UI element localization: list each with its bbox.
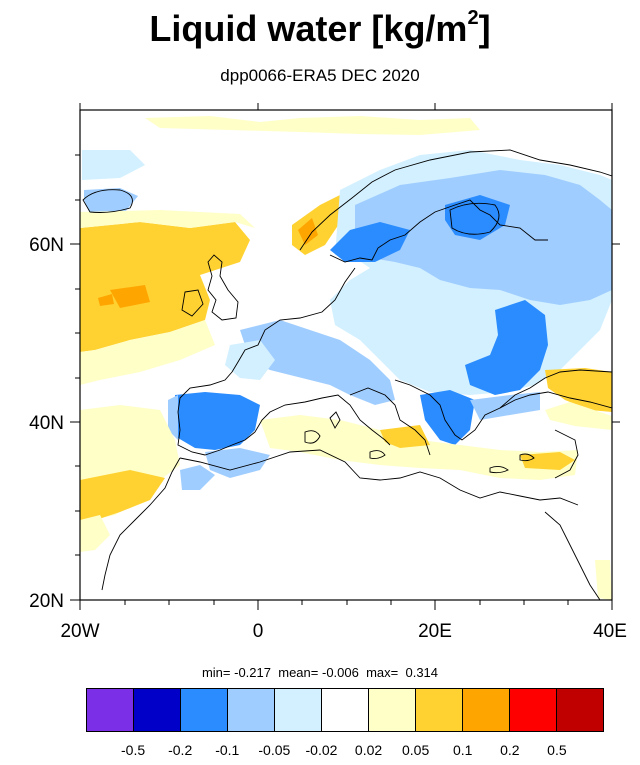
- colorbar-tick-label: -0.1: [215, 742, 240, 758]
- colorbar: [86, 688, 604, 732]
- title-text: Liquid water [kg/m: [149, 8, 468, 49]
- colorbar-tick-label: 0.05: [402, 742, 430, 758]
- colorbar-tick-label: 0.1: [452, 742, 473, 758]
- stat-min-label: min=: [201, 665, 231, 680]
- colorbar-tick-label: -0.05: [258, 742, 291, 758]
- colorbar-box: [275, 689, 322, 731]
- map-frame: [79, 109, 613, 601]
- stat-mean: -0.006: [321, 665, 359, 680]
- title-superscript: 2: [467, 7, 479, 29]
- axis-labels: 20W 0 20E 40E 60N 40N 20N: [29, 235, 627, 640]
- colorbar-box: [87, 689, 134, 731]
- colorbar-box: [322, 689, 369, 731]
- colorbar-box: [463, 689, 510, 731]
- colorbar-box: [369, 689, 416, 731]
- colorbar-box: [416, 689, 463, 731]
- map-panel: 20W 0 20E 40E 60N 40N 20N: [29, 103, 627, 640]
- plot-title: Liquid water [kg/m2]: [0, 7, 640, 50]
- stat-mean-label: mean=: [278, 665, 319, 680]
- y-tick-label: 60N: [29, 235, 64, 256]
- stat-max-label: max=: [366, 665, 399, 680]
- x-tick-label: 0: [253, 621, 264, 640]
- x-tick-label: 20W: [60, 621, 99, 640]
- colorbar-tick-label: -0.02: [305, 742, 338, 758]
- tick-marks: [70, 103, 620, 610]
- colorbar-box: [557, 689, 603, 731]
- stat-min: -0.217: [234, 665, 271, 680]
- colorbar-box: [228, 689, 275, 731]
- y-tick-label: 40N: [29, 413, 64, 434]
- colorbar-tick-labels: -0.5 -0.2 -0.1 -0.05 -0.02 0.02 0.05 0.1 0.2 0.5: [86, 742, 604, 762]
- stat-max: 0.314: [405, 665, 439, 680]
- y-tick-label: 20N: [29, 591, 64, 612]
- colorbar-tick-label: -0.2: [168, 742, 193, 758]
- coastlines: [82, 149, 612, 600]
- x-tick-label: 20E: [418, 621, 452, 640]
- colorbar-box: [134, 689, 181, 731]
- colorbar-tick-label: -0.5: [121, 742, 146, 758]
- plot-subtitle: dpp0066-ERA5 DEC 2020: [220, 66, 420, 85]
- x-tick-label: 40E: [593, 621, 627, 640]
- field-statistics: min= -0.217 mean= -0.006 max= 0.314: [0, 665, 640, 680]
- field-layer: [80, 110, 612, 600]
- colorbar-box: [181, 689, 228, 731]
- title-close: ]: [478, 8, 491, 49]
- colorbar-tick-label: 0.5: [547, 742, 567, 758]
- colorbar-box: [510, 689, 557, 731]
- colorbar-tick-label: 0.2: [500, 742, 520, 758]
- colorbar-tick-label: 0.02: [354, 742, 383, 758]
